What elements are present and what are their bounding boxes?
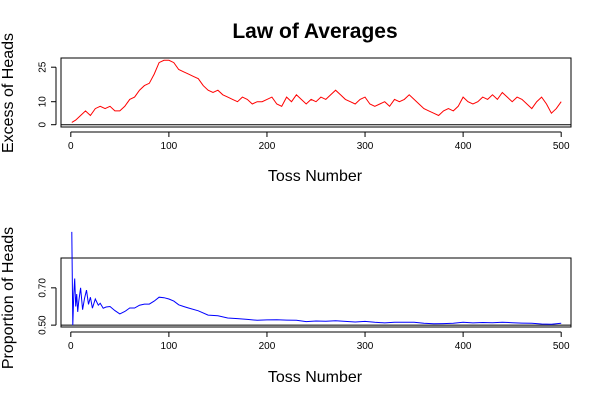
figure-title: Law of Averages xyxy=(232,20,397,43)
excess-of-heads-marks xyxy=(61,59,571,126)
x-tick-label: 100 xyxy=(161,341,178,352)
y-axis-label: Proportion of Heads xyxy=(0,227,17,369)
plot-frame xyxy=(60,57,572,128)
excess-of-heads-panel: 0 100 200 300 400 500 0 10 25 Toss Number Exces… xyxy=(0,33,572,185)
y-axis-ticks: 0.50 0.70 xyxy=(38,278,57,335)
proportion-of-heads-panel: 0 100 200 300 400 500 0.50 0.70 Toss Number Pr… xyxy=(0,227,572,386)
y-tick-label: 25 xyxy=(38,61,49,73)
x-tick-label: 0 xyxy=(68,141,74,152)
x-tick-label: 400 xyxy=(455,141,472,152)
y-tick-label: 10 xyxy=(38,96,49,108)
x-tick-label: 100 xyxy=(161,141,178,152)
y-tick-label: 0.70 xyxy=(38,278,49,298)
y-axis-ticks: 0 10 25 xyxy=(38,61,57,127)
x-tick-label: 400 xyxy=(455,341,472,352)
x-axis-label: Toss Number xyxy=(268,168,363,185)
series-line xyxy=(71,231,562,326)
series-line xyxy=(71,59,562,123)
y-axis-label: Excess of Heads xyxy=(0,33,17,153)
x-tick-label: 500 xyxy=(553,341,570,352)
y-tick-label: 0.50 xyxy=(38,315,49,335)
proportion-of-heads-marks xyxy=(61,231,571,326)
x-axis-ticks: 0 100 200 300 400 500 xyxy=(68,331,570,352)
x-tick-label: 0 xyxy=(68,341,74,352)
x-tick-label: 300 xyxy=(357,141,374,152)
x-tick-label: 500 xyxy=(553,141,570,152)
x-axis-label: Toss Number xyxy=(268,369,363,386)
x-tick-label: 300 xyxy=(357,341,374,352)
y-tick-label: 0 xyxy=(38,121,49,127)
x-tick-label: 200 xyxy=(259,141,276,152)
x-tick-label: 200 xyxy=(259,341,276,352)
x-axis-ticks: 0 100 200 300 400 500 xyxy=(68,131,570,152)
plot-frame xyxy=(60,257,572,328)
